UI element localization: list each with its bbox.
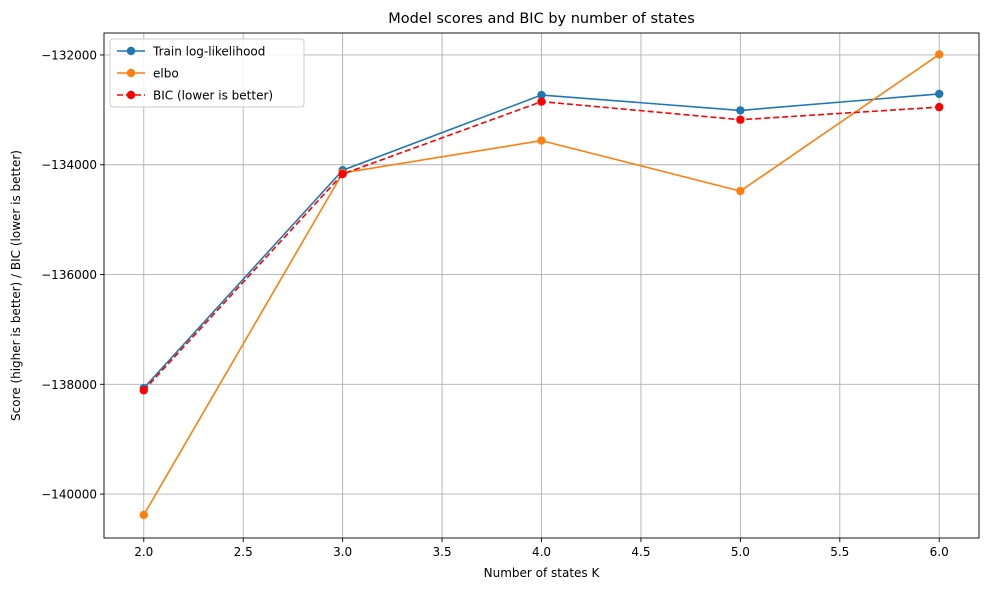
- x-tick-label: 3.0: [333, 545, 352, 559]
- x-tick-label: 4.5: [631, 545, 650, 559]
- x-tick-label: 5.0: [731, 545, 750, 559]
- plot-frame: [103, 32, 980, 539]
- series-lines: [139, 50, 944, 520]
- y-tick-label: −136000: [41, 268, 97, 282]
- legend-item: Train log-likelihood: [117, 45, 265, 59]
- x-tick-label: 2.0: [134, 545, 153, 559]
- x-axis-title: Number of states K: [484, 566, 601, 580]
- data-point: [736, 186, 745, 196]
- data-point: [338, 169, 347, 179]
- series-0: [139, 89, 944, 393]
- chart-title: Model scores and BIC by number of states: [388, 11, 695, 27]
- data-point: [935, 50, 944, 59]
- y-tick-label: −138000: [41, 378, 97, 392]
- series-1: [139, 50, 944, 520]
- y-tick-label: −140000: [41, 488, 97, 502]
- legend-box: [109, 38, 305, 108]
- y-tick-label: −132000: [41, 48, 97, 62]
- legend-label: elbo: [153, 67, 179, 81]
- data-point: [537, 90, 546, 100]
- legend: Train log-likelihood elbo BIC (lower is be…: [109, 38, 305, 108]
- x-tick-label: 5.5: [830, 545, 849, 559]
- legend-marker: [126, 68, 136, 78]
- x-tick-label: 2.5: [234, 545, 253, 559]
- legend-label: Train log-likelihood: [152, 45, 265, 59]
- legend-marker: [126, 90, 136, 100]
- y-axis-title: Score (higher is better) / BIC (lower is…: [9, 150, 23, 421]
- x-tick-label: 6.0: [930, 545, 949, 559]
- data-point: [736, 106, 745, 115]
- series-2: [139, 97, 944, 395]
- data-point: [139, 510, 148, 520]
- x-tick-label: 4.0: [532, 545, 551, 559]
- y-tick-label: −134000: [41, 158, 97, 172]
- data-point: [736, 115, 745, 124]
- data-point: [537, 97, 546, 106]
- data-point: [537, 136, 546, 145]
- data-point: [935, 102, 944, 112]
- legend-marker: [126, 46, 136, 56]
- grid: [104, 33, 979, 538]
- legend-item: elbo: [117, 67, 179, 81]
- legend-item: BIC (lower is better): [117, 89, 273, 103]
- legend-label: BIC (lower is better): [153, 89, 273, 103]
- x-tick-label: 3.5: [433, 545, 452, 559]
- ticks: 2.0 2.5 3.0 3.5 4.0 4.5 5.0 5.5 6.0 −140000 −13800…: [41, 48, 949, 559]
- data-point: [935, 89, 944, 99]
- data-point: [139, 386, 148, 395]
